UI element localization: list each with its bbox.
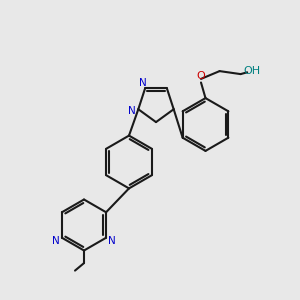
Text: N: N xyxy=(139,78,146,88)
Text: N: N xyxy=(108,236,116,246)
Text: OH: OH xyxy=(243,66,261,76)
Text: N: N xyxy=(52,236,60,246)
Text: O: O xyxy=(196,71,206,81)
Text: N: N xyxy=(128,106,136,116)
